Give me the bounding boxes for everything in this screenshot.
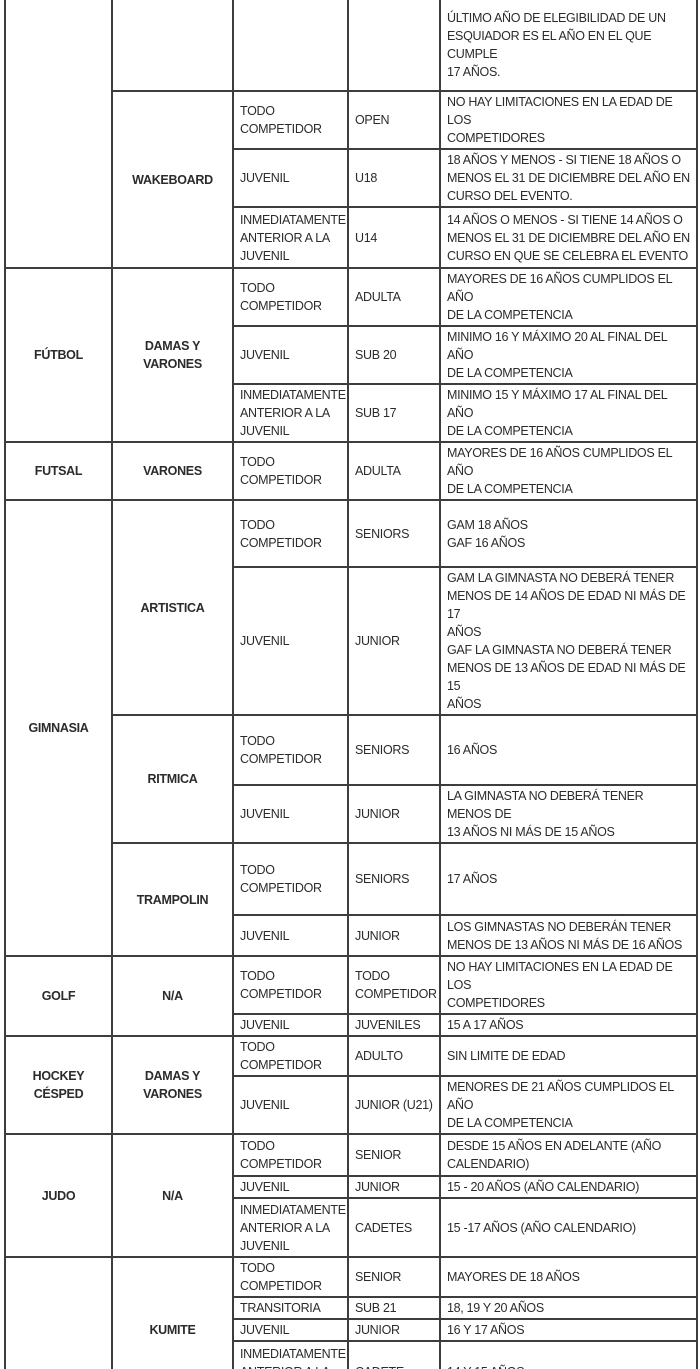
- category-cell: SUB 21: [347, 1296, 441, 1320]
- age-rule-cell: 15 -17 AÑOS (AÑO CALENDARIO): [439, 1197, 698, 1258]
- age-rule-cell: 17 AÑOS: [439, 842, 698, 916]
- discipline-cell: ARTISTICA: [111, 499, 234, 716]
- age-rule-cell: NO HAY LIMITACIONES EN LA EDAD DE LOS CO…: [439, 955, 698, 1015]
- category-cell: U18: [347, 148, 441, 208]
- competitor-type-cell: JUVENIL: [232, 148, 349, 208]
- category-cell: ADULTO: [347, 1035, 441, 1077]
- discipline-cell: RITMICA: [111, 714, 234, 844]
- discipline-cell: N/A: [111, 1133, 234, 1258]
- age-rule-cell: MAYORES DE 16 AÑOS CUMPLIDOS EL AÑO DE L…: [439, 441, 698, 501]
- age-rule-cell: 15 A 17 AÑOS: [439, 1013, 698, 1037]
- category-cell: SENIORS: [347, 842, 441, 916]
- competitor-type-cell: TODO COMPETIDOR: [232, 842, 349, 916]
- discipline-cell: TRAMPOLIN: [111, 842, 234, 957]
- competitor-type-cell: JUVENIL: [232, 1318, 349, 1342]
- age-rule-cell: 18, 19 Y 20 AÑOS: [439, 1296, 698, 1320]
- sport-cell: FUTSAL: [4, 441, 113, 501]
- category-cell: SUB 20: [347, 325, 441, 385]
- discipline-cell: DAMAS Y VARONES: [111, 267, 234, 443]
- category-cell: [347, 0, 441, 92]
- competitor-type-cell: INMEDIATAMENTE ANTERIOR A LA JUVENIL: [232, 206, 349, 269]
- sport-cell: [4, 0, 113, 269]
- discipline-cell: N/A: [111, 955, 234, 1037]
- competitor-type-cell: INMEDIATAMENTE ANTERIOR A LA JUVENIL: [232, 1340, 349, 1369]
- category-cell: TODO COMPETIDOR: [347, 955, 441, 1015]
- sport-cell: GOLF: [4, 955, 113, 1037]
- category-cell: ADULTA: [347, 267, 441, 327]
- category-cell: JUNIOR: [347, 1175, 441, 1199]
- age-rule-cell: ÚLTIMO AÑO DE ELEGIBILIDAD DE UN ESQUIAD…: [439, 0, 698, 92]
- competitor-type-cell: JUVENIL: [232, 1175, 349, 1199]
- competitor-type-cell: TODO COMPETIDOR: [232, 1133, 349, 1177]
- competitor-type-cell: [232, 0, 349, 92]
- age-rule-cell: MINIMO 16 Y MÁXIMO 20 AL FINAL DEL AÑO D…: [439, 325, 698, 385]
- discipline-cell: [111, 0, 234, 92]
- age-rule-cell: DESDE 15 AÑOS EN ADELANTE (AÑO CALENDARI…: [439, 1133, 698, 1177]
- sport-cell: HOCKEY CÉSPED: [4, 1035, 113, 1135]
- competitor-type-cell: JUVENIL: [232, 914, 349, 957]
- age-rule-cell: 18 AÑOS Y MENOS - SI TIENE 18 AÑOS O MEN…: [439, 148, 698, 208]
- discipline-cell: VARONES: [111, 441, 234, 501]
- competitor-type-cell: JUVENIL: [232, 1013, 349, 1037]
- category-cell: SENIORS: [347, 499, 441, 568]
- competitor-type-cell: JUVENIL: [232, 566, 349, 716]
- discipline-cell: DAMAS Y VARONES: [111, 1035, 234, 1135]
- competitor-type-cell: TODO COMPETIDOR: [232, 714, 349, 786]
- age-rule-cell: 16 AÑOS: [439, 714, 698, 786]
- competitor-type-cell: INMEDIATAMENTE ANTERIOR A LA JUVENIL: [232, 383, 349, 443]
- category-cell: CADETES: [347, 1197, 441, 1258]
- age-rule-cell: 16 Y 17 AÑOS: [439, 1318, 698, 1342]
- category-cell: JUNIOR: [347, 566, 441, 716]
- category-cell: ADULTA: [347, 441, 441, 501]
- category-cell: OPEN: [347, 90, 441, 150]
- age-rule-cell: MENORES DE 21 AÑOS CUMPLIDOS EL AÑO DE L…: [439, 1075, 698, 1135]
- age-rule-cell: GAM LA GIMNASTA NO DEBERÁ TENER MENOS DE…: [439, 566, 698, 716]
- eligibility-table: ÚLTIMO AÑO DE ELEGIBILIDAD DE UN ESQUIAD…: [4, 0, 698, 1369]
- competitor-type-cell: TRANSITORIA: [232, 1296, 349, 1320]
- discipline-cell: KUMITE: [111, 1256, 234, 1369]
- sport-cell: JUDO: [4, 1133, 113, 1258]
- category-cell: SENIORS: [347, 714, 441, 786]
- sport-cell: KARATE: [4, 1256, 113, 1369]
- competitor-type-cell: TODO COMPETIDOR: [232, 267, 349, 327]
- age-rule-cell: 14 AÑOS O MENOS - SI TIENE 14 AÑOS O MEN…: [439, 206, 698, 269]
- category-cell: SENIOR: [347, 1256, 441, 1298]
- age-rule-cell: LOS GIMNASTAS NO DEBERÁN TENER MENOS DE …: [439, 914, 698, 957]
- category-cell: JUNIOR: [347, 1318, 441, 1342]
- age-rule-cell: LA GIMNASTA NO DEBERÁ TENER MENOS DE 13 …: [439, 784, 698, 844]
- competitor-type-cell: TODO COMPETIDOR: [232, 1256, 349, 1298]
- category-cell: CADETE: [347, 1340, 441, 1369]
- sport-cell: FÚTBOL: [4, 267, 113, 443]
- category-cell: JUNIOR: [347, 784, 441, 844]
- category-cell: JUNIOR: [347, 914, 441, 957]
- age-rule-cell: MAYORES DE 18 AÑOS: [439, 1256, 698, 1298]
- age-rule-cell: 14 Y 15 AÑOS: [439, 1340, 698, 1369]
- competitor-type-cell: JUVENIL: [232, 1075, 349, 1135]
- competitor-type-cell: TODO COMPETIDOR: [232, 441, 349, 501]
- age-rule-cell: MAYORES DE 16 AÑOS CUMPLIDOS EL AÑO DE L…: [439, 267, 698, 327]
- age-rule-cell: NO HAY LIMITACIONES EN LA EDAD DE LOS CO…: [439, 90, 698, 150]
- competitor-type-cell: JUVENIL: [232, 325, 349, 385]
- age-rule-cell: 15 - 20 AÑOS (AÑO CALENDARIO): [439, 1175, 698, 1199]
- competitor-type-cell: TODO COMPETIDOR: [232, 955, 349, 1015]
- competitor-type-cell: INMEDIATAMENTE ANTERIOR A LA JUVENIL: [232, 1197, 349, 1258]
- age-rule-cell: MINIMO 15 Y MÁXIMO 17 AL FINAL DEL AÑO D…: [439, 383, 698, 443]
- age-rule-cell: GAM 18 AÑOS GAF 16 AÑOS: [439, 499, 698, 568]
- age-rule-cell: SIN LIMITE DE EDAD: [439, 1035, 698, 1077]
- competitor-type-cell: JUVENIL: [232, 784, 349, 844]
- discipline-cell: WAKEBOARD: [111, 90, 234, 269]
- competitor-type-cell: TODO COMPETIDOR: [232, 90, 349, 150]
- sport-cell: GIMNASIA: [4, 499, 113, 957]
- competitor-type-cell: TODO COMPETIDOR: [232, 499, 349, 568]
- category-cell: JUNIOR (U21): [347, 1075, 441, 1135]
- category-cell: JUVENILES: [347, 1013, 441, 1037]
- category-cell: U14: [347, 206, 441, 269]
- competitor-type-cell: TODO COMPETIDOR: [232, 1035, 349, 1077]
- category-cell: SUB 17: [347, 383, 441, 443]
- category-cell: SENIOR: [347, 1133, 441, 1177]
